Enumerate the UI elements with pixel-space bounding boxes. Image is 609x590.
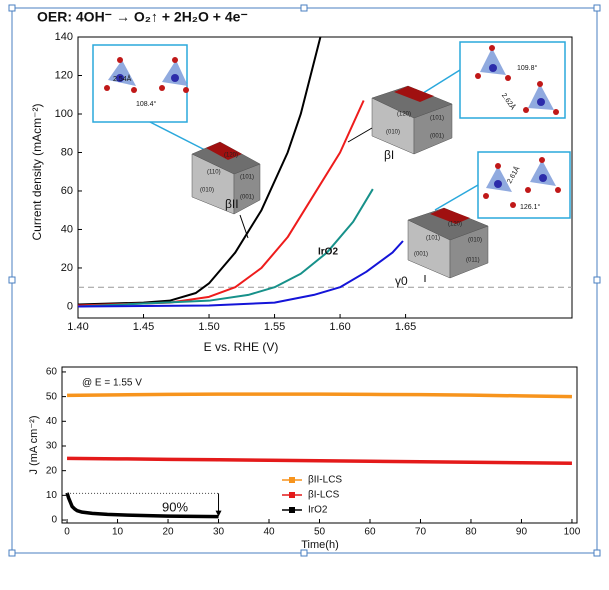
facet-label: (001) [414, 252, 428, 258]
legend-label: βII-LCS [308, 475, 342, 486]
facet-label: (011) [466, 258, 480, 264]
plot-frame [77, 36, 573, 319]
annotation: 108.4° [136, 100, 157, 108]
line-series [67, 456, 572, 466]
label-pointers [239, 127, 426, 282]
x-tick-label: 10 [112, 527, 124, 538]
facet-label: (110) [207, 170, 221, 176]
y-tick-label: 40 [46, 416, 58, 427]
y-tick-label: 60 [46, 367, 58, 378]
facet-label: (010) [386, 130, 400, 136]
x-tick-label: 1.50 [198, 321, 219, 333]
x-tick-label: 100 [564, 527, 581, 538]
y-tick-label: 60 [61, 185, 73, 197]
x-tick-label: 50 [314, 527, 326, 538]
y-tick-label: 80 [61, 146, 73, 158]
y-axis-label: Current density (mAcm⁻²) [30, 103, 44, 240]
y-axis-label: J (mA cm⁻²) [28, 416, 40, 475]
x-axis-label: E vs. RHE (V) [204, 340, 279, 354]
legend-marker [289, 492, 295, 498]
x-tick-label: 60 [364, 527, 376, 538]
line-series [65, 492, 219, 519]
legend-label: βI-LCS [308, 490, 340, 501]
x-tick-label: 20 [162, 527, 174, 538]
facet-label: (001) [240, 195, 254, 201]
facet-label: (120) [224, 153, 238, 159]
y-tick-label: 120 [55, 69, 73, 81]
arrow-head [215, 510, 222, 517]
x-tick-label: 70 [415, 527, 427, 538]
y-tick-label: 40 [61, 223, 73, 235]
crystal: (120) (101) (010) (001) [371, 85, 453, 155]
line-series [77, 240, 404, 308]
legend-marker [289, 477, 295, 483]
annotation: @ E = 1.55 V [82, 378, 142, 389]
molecules [104, 45, 561, 208]
x-tick-label: 1.45 [133, 321, 154, 333]
series-label: βII [225, 197, 239, 211]
y-tick-label: 0 [51, 515, 57, 526]
crystal: (120) (110) (101) (010) (001) [191, 141, 261, 215]
facet-label: (120) [448, 222, 462, 228]
x-tick-label: 90 [516, 527, 528, 538]
line-series [77, 36, 322, 306]
line-series [77, 100, 365, 307]
legend-label: IrO2 [308, 505, 328, 516]
x-tick-label: 1.60 [329, 321, 350, 333]
legend-marker [289, 507, 295, 513]
selection-handles[interactable] [8, 4, 601, 557]
crystal: (120) (101) (010) (001) (011) [407, 207, 489, 279]
facet-label: (101) [240, 175, 254, 181]
series-label: γ0 [395, 274, 408, 288]
y-tick-label: 50 [46, 391, 58, 402]
line-series [67, 392, 572, 399]
x-tick-label: 30 [213, 527, 225, 538]
series-label: IrO2 [318, 247, 338, 258]
retention-label: 90% [162, 499, 188, 514]
y-tick-label: 10 [46, 490, 58, 501]
facet-label: (101) [426, 236, 440, 242]
x-tick-label: 40 [263, 527, 275, 538]
x-tick-label: 1.55 [264, 321, 285, 333]
facet-label: (001) [430, 134, 444, 140]
x-tick-label: 0 [64, 527, 70, 538]
annotation: 109.8° [517, 64, 538, 72]
y-tick-label: 20 [46, 465, 58, 476]
y-tick-label: 20 [61, 262, 73, 274]
y-tick-label: 100 [55, 108, 73, 120]
facet-label: (010) [200, 188, 214, 194]
facet-label: (120) [397, 112, 411, 118]
x-axis-label: Time(h) [301, 539, 338, 551]
y-tick-label: 0 [67, 300, 73, 312]
y-tick-label: 140 [55, 31, 73, 43]
x-tick-label: 1.65 [395, 321, 416, 333]
annotation: 2.54Å [113, 74, 132, 83]
line-series [77, 188, 374, 308]
facet-label: (010) [468, 238, 482, 244]
x-tick-label: 1.40 [67, 321, 88, 333]
series-label: βI [384, 148, 394, 162]
inset-connectors [149, 69, 479, 211]
chart-title: OER: 4OH⁻ → O₂↑ + 2H₂O + 4e⁻ [37, 9, 248, 25]
facet-label: (101) [430, 116, 444, 122]
y-tick-label: 30 [46, 441, 58, 452]
x-tick-label: 80 [465, 527, 477, 538]
annotation: 126.1° [520, 203, 541, 211]
